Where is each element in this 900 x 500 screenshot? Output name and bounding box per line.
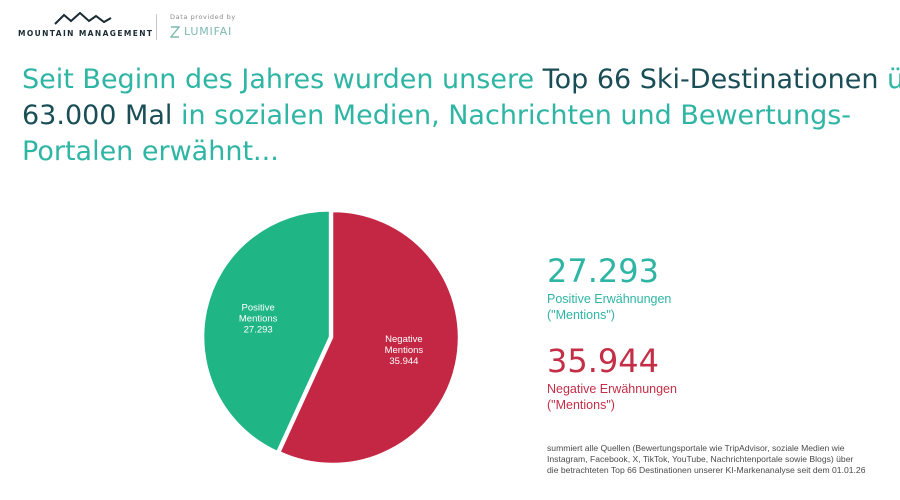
mountain-management-logo: MOUNTAIN MANAGEMENT [18, 10, 154, 44]
headline-highlight-count: 63.000 Mal [22, 100, 173, 131]
negative-slice-label-3: 35.944 [389, 356, 418, 367]
logo-text: MOUNTAIN MANAGEMENT [18, 29, 154, 38]
negative-label-line-2: ("Mentions") [547, 398, 615, 412]
positive-count: 27.293 [547, 252, 659, 290]
negative-label-line-1: Negative Erwähnungen [547, 382, 677, 396]
pie-slice-negative [279, 210, 460, 465]
positive-label: Positive Erwähnungen ("Mentions") [547, 291, 877, 323]
mountain-logo-icon [54, 12, 112, 25]
pie-svg: NegativeMentions35.944PositiveMentions27… [202, 210, 460, 465]
headline-line-3: Portalen erwähnt... [22, 136, 279, 167]
positive-label-line-1: Positive Erwähnungen [547, 292, 672, 306]
mentions-pie-chart: Negative Mentions 35.944 Positive Mentions 27… [200, 205, 465, 470]
headline-line-2: 63.000 Mal in sozialen Medien, Nachricht… [22, 98, 900, 134]
provider-brand-name: LUMIFAI [184, 25, 233, 38]
header: MOUNTAIN MANAGEMENT Data provided by LUM… [18, 10, 278, 44]
headline-text: in sozialen Medien, Nachrichten und Bewe… [172, 100, 852, 131]
negative-label: Negative Erwähnungen ("Mentions") [547, 381, 877, 413]
stats-panel: 27.293 Positive Erwähnungen ("Mentions")… [547, 252, 877, 413]
positive-stat: 27.293 Positive Erwähnungen ("Mentions") [547, 252, 877, 323]
negative-slice-label-2: Mentions [385, 345, 424, 356]
footnote-line-1: summiert alle Quellen (Bewertungsportale… [547, 443, 845, 453]
data-provider: Data provided by LUMIFAI [170, 13, 236, 38]
positive-slice-label-2: Mentions [239, 313, 278, 324]
positive-slice-label-3: 27.293 [244, 324, 273, 335]
headline-highlight-destinations: Top 66 Ski-Destinationen [542, 64, 879, 95]
headline-text-cut: ü [887, 64, 900, 95]
header-divider [156, 14, 157, 40]
provider-label: Data provided by [170, 13, 236, 21]
footnote: summiert alle Quellen (Bewertungsportale… [547, 443, 892, 477]
footnote-line-3: die betrachteten Top 66 Destinationen un… [547, 465, 866, 476]
pie-slice-positive [202, 210, 331, 453]
headline: Seit Beginn des Jahres wurden unsere Top… [22, 62, 900, 170]
provider-brand: LUMIFAI [170, 25, 236, 38]
negative-stat: 35.944 Negative Erwähnungen ("Mentions") [547, 342, 877, 413]
headline-line-1: Seit Beginn des Jahres wurden unsere Top… [22, 62, 900, 98]
positive-slice-label-1: Positive [242, 302, 275, 313]
lumifai-logo-icon [170, 25, 180, 38]
footnote-line-2: Instagram, Facebook, X, TikTok, YouTube,… [547, 454, 854, 465]
negative-slice-label-1: Negative [385, 334, 423, 345]
positive-label-line-2: ("Mentions") [547, 308, 615, 322]
negative-count: 35.944 [547, 342, 659, 380]
headline-text: Seit Beginn des Jahres wurden unsere [22, 64, 543, 95]
